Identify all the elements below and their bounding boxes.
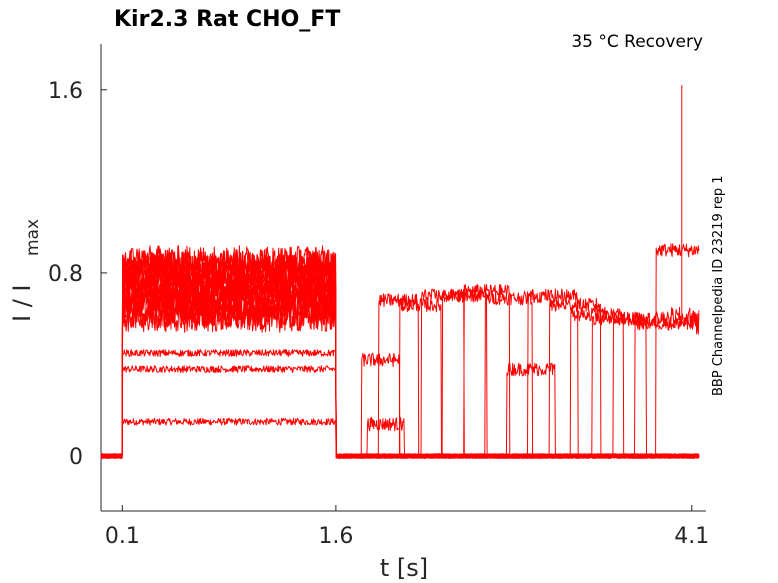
y-axis-label-main: I / I xyxy=(8,285,36,323)
x-axis-label: t [s] xyxy=(380,554,428,582)
y-tick-label: 0.8 xyxy=(48,262,83,287)
x-tick-label: 0.1 xyxy=(105,524,140,549)
y-ticks: 0 0.8 1.6 xyxy=(48,79,107,470)
x-tick-label: 4.1 xyxy=(674,524,709,549)
y-axis-label: I / I max xyxy=(8,219,43,322)
x-ticks: 0.1 1.6 4.1 xyxy=(105,505,709,549)
trace-line xyxy=(100,243,700,459)
chart-title: Kir2.3 Rat CHO_FT xyxy=(114,7,340,32)
x-tick-label: 1.6 xyxy=(318,524,353,549)
y-axis-label-sub: max xyxy=(23,219,43,256)
side-note: BBP Channelpedia ID 23219 rep 1 xyxy=(711,175,726,396)
y-tick-label: 1.6 xyxy=(48,79,83,104)
y-tick-label: 0 xyxy=(69,445,83,470)
trace-group xyxy=(100,85,700,459)
condition-label: 35 °C Recovery xyxy=(571,32,703,52)
